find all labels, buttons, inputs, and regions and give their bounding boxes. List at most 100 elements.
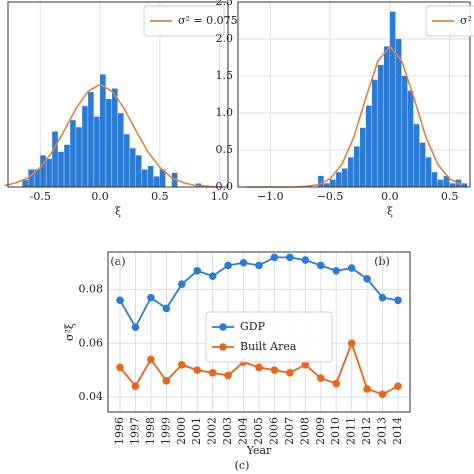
point xyxy=(208,369,217,377)
bar xyxy=(100,74,106,187)
bar xyxy=(401,76,408,187)
plot-frame xyxy=(237,1,471,188)
x-tick-label: 0.0 xyxy=(381,190,399,203)
bar xyxy=(118,113,124,187)
point xyxy=(131,382,140,391)
legend-marker xyxy=(219,323,227,331)
x-tick-label: −1.0 xyxy=(257,190,284,203)
x-tick-label: 2004 xyxy=(237,417,250,445)
bar xyxy=(153,176,160,187)
x-tick-label: 1.0 xyxy=(211,190,229,203)
legend-box xyxy=(205,311,333,363)
x-axis-label: Year xyxy=(246,444,272,457)
x-tick-label: 2014 xyxy=(391,417,404,445)
bar xyxy=(112,88,118,187)
bar xyxy=(431,172,438,187)
bar xyxy=(336,172,342,187)
legend-marker xyxy=(219,343,227,351)
bar xyxy=(437,179,444,187)
panel-caption: (c) xyxy=(235,459,250,472)
bar xyxy=(348,157,354,187)
x-tick-label: -0.5 xyxy=(30,190,51,203)
bar xyxy=(76,127,82,187)
y-tick-label: 0.04 xyxy=(79,390,104,403)
bar xyxy=(324,183,330,187)
x-tick-label: 1998 xyxy=(144,417,157,445)
bar xyxy=(389,11,396,188)
point xyxy=(270,366,279,374)
point xyxy=(394,382,402,391)
x-tick-label: 2009 xyxy=(314,417,327,445)
point xyxy=(208,272,217,280)
bar xyxy=(70,120,76,187)
y-tick-label: 0.06 xyxy=(79,336,104,349)
point xyxy=(224,261,232,270)
bar xyxy=(88,92,94,187)
bar xyxy=(159,169,166,187)
bar xyxy=(354,146,360,187)
x-tick-label: 1999 xyxy=(159,417,172,445)
bar xyxy=(40,155,46,187)
bar xyxy=(147,165,154,187)
legend-label: GDP xyxy=(240,320,266,333)
bar xyxy=(330,179,336,187)
point xyxy=(193,366,202,374)
y-tick-label: 2.5 xyxy=(216,0,234,8)
plot-frame xyxy=(7,1,229,188)
y-tick-label: 0.5 xyxy=(216,143,234,156)
legend-box xyxy=(143,5,225,37)
bar xyxy=(365,105,372,187)
bar xyxy=(395,39,402,187)
bar xyxy=(425,157,432,187)
bar xyxy=(141,169,148,187)
point xyxy=(316,374,325,382)
bar xyxy=(371,79,378,187)
point xyxy=(286,253,294,262)
bar xyxy=(94,116,100,187)
point xyxy=(177,360,186,369)
point xyxy=(239,258,248,267)
panel-caption: (b) xyxy=(374,255,390,268)
point xyxy=(162,377,171,385)
x-tick-label: 0.0 xyxy=(91,190,109,203)
fit-curve xyxy=(4,83,220,188)
y-tick-label: 0.08 xyxy=(79,283,104,296)
bar xyxy=(461,183,468,187)
y-tick-label: 2.0 xyxy=(216,32,234,45)
point xyxy=(394,296,402,305)
x-tick-label: 2007 xyxy=(283,417,296,445)
bar xyxy=(413,124,420,187)
x-tick-label: 2003 xyxy=(221,417,234,445)
point xyxy=(162,304,171,313)
x-tick-label: 2005 xyxy=(252,417,265,445)
x-tick-label: 2011 xyxy=(345,417,358,445)
y-tick-label: 1.0 xyxy=(216,106,234,119)
point xyxy=(255,261,263,270)
point xyxy=(378,293,387,302)
x-tick-label: 2006 xyxy=(267,417,280,445)
x-tick-label: 2010 xyxy=(329,417,342,445)
bar xyxy=(449,183,456,187)
point xyxy=(116,363,124,372)
bar xyxy=(377,64,384,187)
x-tick-label: 2000 xyxy=(175,417,188,445)
panel-caption: (a) xyxy=(110,255,125,268)
bar xyxy=(52,131,58,187)
legend-label: σ² = 0.075 xyxy=(178,14,238,27)
y-axis-label: σ²ξ xyxy=(63,323,76,341)
panel: -0.5 0.0 0.5 1.0 σ² = 0.075 ξ (a) xyxy=(4,1,238,268)
point xyxy=(347,264,356,272)
x-tick-label: 2008 xyxy=(298,417,311,445)
bar xyxy=(123,134,130,187)
x-tick-label: 0.5 xyxy=(441,190,459,203)
bar xyxy=(82,106,88,187)
bar xyxy=(34,169,40,187)
bar xyxy=(318,175,324,187)
x-tick-label: 0.5 xyxy=(151,190,169,203)
bar xyxy=(129,148,136,187)
x-tick-label: 1997 xyxy=(128,417,141,445)
x-axis-label: ξ xyxy=(387,205,393,218)
bar xyxy=(28,169,34,187)
point xyxy=(193,266,202,275)
point xyxy=(177,280,186,289)
